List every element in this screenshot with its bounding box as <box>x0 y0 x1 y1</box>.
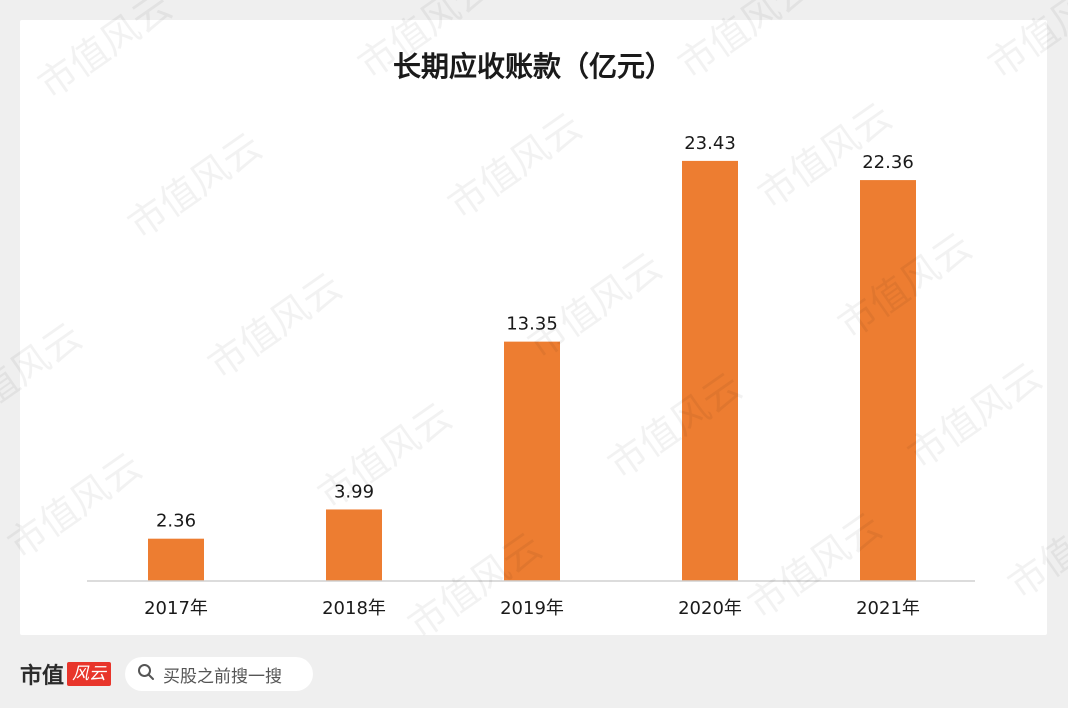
brand-seal: 风云 <box>67 662 112 686</box>
x-tick-label-2: 2019年 <box>500 598 564 619</box>
data-label-3: 23.43 <box>684 133 736 154</box>
chart-card: 长期应收账款（亿元） 2.36 2017年 3.99 2018年 13.35 2019年 2… <box>20 20 1047 635</box>
brand-logo: 市值 风云 <box>20 656 112 692</box>
bar-4 <box>860 180 916 581</box>
bar-chart: 长期应收账款（亿元） 2.362017年3.992018年13.352019年2… <box>87 50 975 619</box>
x-tick-label-0: 2017年 <box>144 598 208 619</box>
search-placeholder: 买股之前搜一搜 <box>163 666 283 687</box>
bar-0 <box>148 538 204 581</box>
search-box[interactable]: 买股之前搜一搜 <box>125 657 314 691</box>
data-label-4: 22.36 <box>862 152 914 173</box>
footer: 市值 风云 买股之前搜一搜 <box>20 656 314 692</box>
x-tick-label-1: 2018年 <box>322 598 386 619</box>
bar-1 <box>326 509 382 581</box>
data-label-0: 2.36 <box>156 511 196 532</box>
chart-title: 长期应收账款（亿元） <box>393 50 673 83</box>
bars-group: 2.36 2017年 3.99 2018年 13.35 2019年 23.43 2020年 22… <box>144 133 920 619</box>
data-label-2: 13.35 <box>506 314 558 335</box>
x-tick-label-4: 2021年 <box>856 598 920 619</box>
x-tick-label-3: 2020年 <box>678 598 742 619</box>
bar-3 <box>682 160 738 582</box>
data-label-1: 3.99 <box>334 481 374 502</box>
search-icon <box>137 663 155 685</box>
bar-2 <box>504 341 560 581</box>
brand-text: 市值 <box>20 663 65 689</box>
